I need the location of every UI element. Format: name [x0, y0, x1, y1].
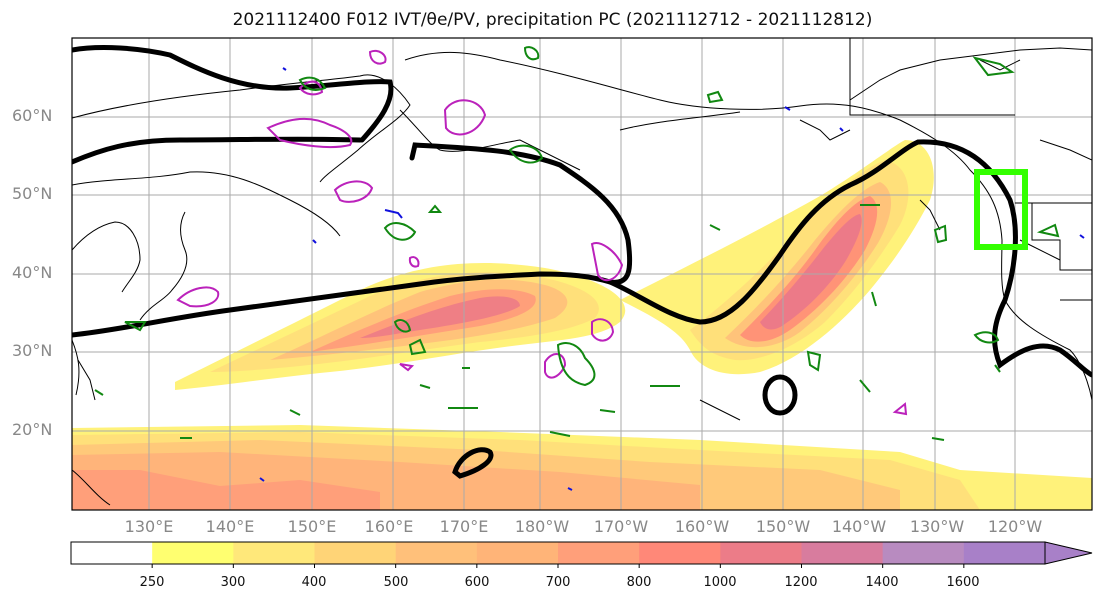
- precip-contours: [94, 46, 1060, 441]
- lon-label: 120°W: [987, 517, 1043, 536]
- colorbar-label: 1400: [865, 575, 899, 590]
- lon-label: 170°E: [439, 517, 489, 536]
- colorbar-label: 250: [139, 575, 165, 590]
- pv-contours: [176, 49, 908, 416]
- colorbar-label: 1200: [784, 575, 818, 590]
- lon-label: 170°W: [593, 517, 649, 536]
- colorbar-label: 800: [626, 575, 652, 590]
- lat-label: 30°N: [12, 341, 53, 360]
- lon-label: 180°W: [514, 517, 570, 536]
- ivt-shading-south: [72, 425, 1092, 510]
- lat-label: 20°N: [12, 420, 53, 439]
- lon-label: 160°E: [364, 517, 414, 536]
- colorbar-label: 500: [383, 575, 409, 590]
- graticule: [72, 38, 1092, 510]
- lon-label: 130°W: [909, 517, 965, 536]
- map-title: 2021112400 F012 IVT/θe/PV, precipitation…: [232, 10, 873, 30]
- colorbar-label: 1600: [946, 575, 980, 590]
- colorbar-label: 1000: [703, 575, 737, 590]
- blue-contours: [259, 67, 1085, 491]
- theta-e-contours: [72, 45, 1092, 479]
- lon-label: 140°E: [205, 517, 255, 536]
- lat-label: 60°N: [12, 106, 53, 125]
- map-frame: [71, 37, 1093, 511]
- colorbar-label: 700: [545, 575, 571, 590]
- target-box: [974, 169, 1028, 250]
- lon-label: 150°W: [755, 517, 811, 536]
- lon-label: 140°W: [831, 517, 887, 536]
- lon-label: 130°E: [124, 517, 174, 536]
- colorbar-label: 400: [301, 575, 327, 590]
- lon-label: 160°W: [674, 517, 730, 536]
- map-panel: [71, 37, 1093, 511]
- lat-label: 40°N: [12, 263, 53, 282]
- colorbar-label: 300: [220, 575, 246, 590]
- lat-label: 50°N: [12, 184, 53, 203]
- lon-label: 150°E: [287, 517, 337, 536]
- colorbar-label: 600: [464, 575, 490, 590]
